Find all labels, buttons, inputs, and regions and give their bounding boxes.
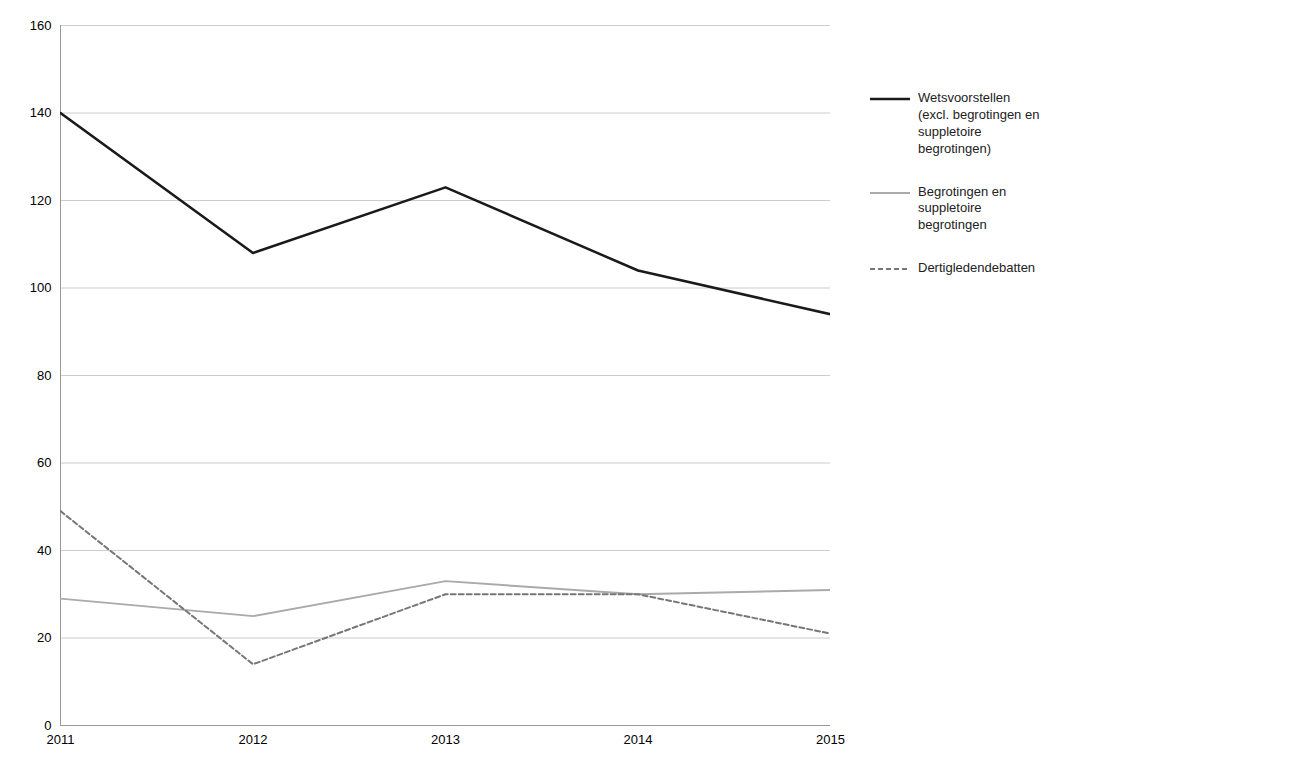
svg-text:80: 80: [37, 368, 51, 383]
svg-text:160: 160: [30, 18, 52, 33]
svg-text:120: 120: [30, 193, 52, 208]
html-text:Wetsvoorstellen (excl. begroti: Wetsvoorstellen (excl. begrotingen en su…: [918, 90, 1040, 156]
svg-text:140: 140: [30, 105, 52, 120]
svg-text:2011: 2011: [47, 732, 75, 747]
svg-text:20: 20: [37, 630, 51, 645]
svg-text:60: 60: [37, 455, 51, 470]
svg-text:100: 100: [30, 280, 52, 295]
svg-text:40: 40: [37, 543, 51, 558]
svg-text:2013: 2013: [431, 732, 460, 747]
svg-text:2014: 2014: [624, 732, 653, 747]
html-text:Dertigledendebatten: Dertigledendebatten: [918, 260, 1036, 276]
svg-text:2012: 2012: [239, 732, 268, 747]
html-text:Begrotingen en suppletoire beg: Begrotingen en suppletoire begrotingen: [918, 183, 1007, 233]
svg-text:2015: 2015: [816, 732, 845, 747]
svg-text:0: 0: [44, 718, 51, 733]
